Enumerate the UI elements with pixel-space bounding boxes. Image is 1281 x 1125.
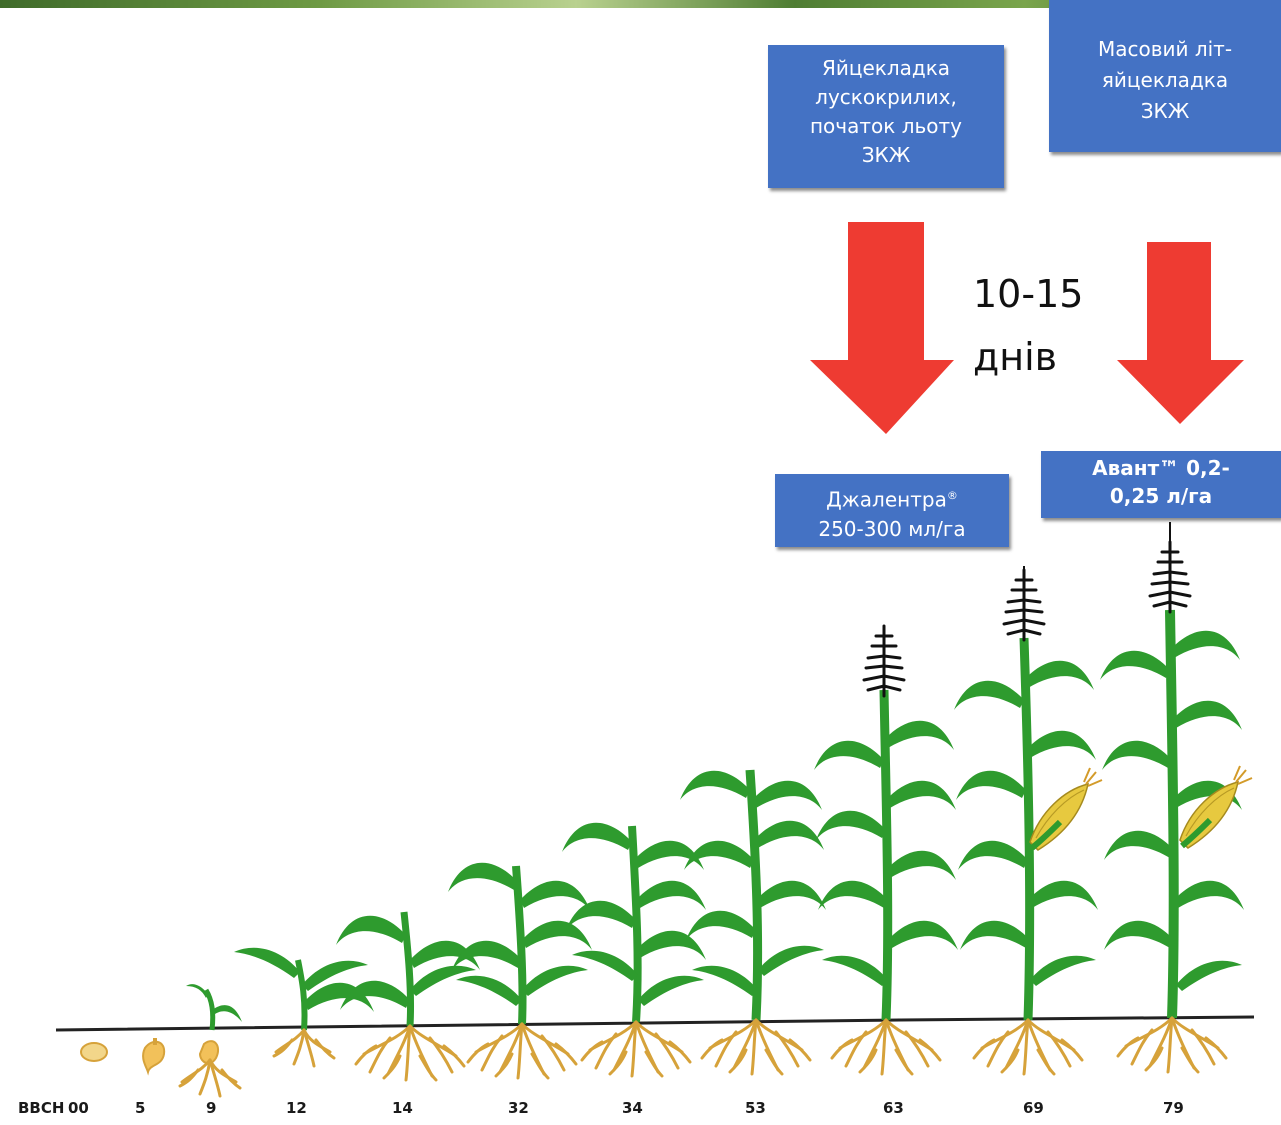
- bbch-stage: 53: [745, 1099, 766, 1117]
- corn-plant-icon: [814, 624, 958, 1076]
- top-image-strip: [0, 0, 1281, 8]
- bbch-stage: 12: [286, 1099, 307, 1117]
- corn-plant-icon: [234, 947, 374, 1068]
- bbch-stage: 00: [68, 1099, 89, 1117]
- corn-plant-icon: [1100, 522, 1252, 1074]
- mass-flight-box: Масовий літ- яйцекладка ЗКЖ: [1049, 0, 1281, 152]
- corn-plant-icon: [336, 911, 480, 1082]
- mass-flight-line-2: яйцекладка: [1101, 68, 1229, 92]
- bbch-stage: 79: [1163, 1099, 1184, 1117]
- avant-line-2: 0,25 л/га: [1109, 484, 1213, 508]
- interval-days-unit: днів: [973, 335, 1058, 379]
- egg-laying-line-2: лускокрилих,: [815, 85, 957, 109]
- down-arrow-icon: [810, 222, 954, 434]
- down-arrow-icon: [1117, 242, 1244, 424]
- bbch-stage: 14: [392, 1099, 413, 1117]
- jalentra-name-line: Джалентра®: [775, 481, 1009, 515]
- registered-mark: ®: [946, 489, 958, 502]
- bbch-stage: 5: [135, 1099, 146, 1117]
- seed-icon: [80, 1042, 108, 1062]
- mass-flight-line-3: ЗКЖ: [1140, 99, 1190, 123]
- egg-laying-box: Яйцекладка лускокрилих, початок льоту ЗК…: [768, 45, 1004, 188]
- bbch-stage: 69: [1023, 1099, 1044, 1117]
- corn-plant-icon: [954, 566, 1102, 1076]
- bbch-stage: 63: [883, 1099, 904, 1117]
- egg-laying-line-4: ЗКЖ: [861, 143, 911, 167]
- egg-laying-line-1: Яйцекладка: [821, 56, 951, 80]
- corn-plant-icon: [448, 862, 592, 1080]
- bbch-stage: 34: [622, 1099, 643, 1117]
- avant-line-1: Авант™ 0,2-: [1092, 456, 1230, 480]
- egg-laying-line-3: початок льоту: [809, 114, 962, 138]
- bbch-stage: 32: [508, 1099, 529, 1117]
- ground-line: [55, 1015, 1255, 1032]
- corn-plant-icon: [142, 1038, 166, 1076]
- corn-plant-icon: [562, 822, 706, 1078]
- corn-plant-icon: [680, 769, 826, 1076]
- corn-plant-icon: [178, 984, 242, 1098]
- mass-flight-line-1: Масовий літ-: [1097, 37, 1233, 61]
- avant-treatment-box: Авант™ 0,2- 0,25 л/га: [1041, 451, 1281, 518]
- bbch-label: BBCH: [18, 1099, 65, 1117]
- bbch-stage: 9: [206, 1099, 217, 1117]
- jalentra-dose: 250-300 мл/га: [818, 516, 966, 541]
- jalentra-treatment-box: Джалентра® 250-300 мл/га: [775, 474, 1009, 547]
- interval-days-number: 10-15: [973, 272, 1084, 316]
- jalentra-name: Джалентра: [826, 487, 947, 512]
